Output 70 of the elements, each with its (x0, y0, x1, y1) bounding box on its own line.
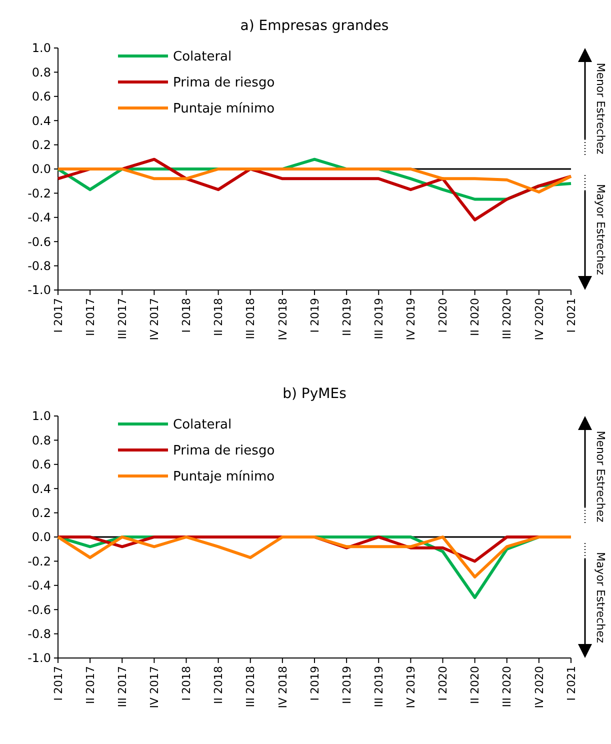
legend-label: Prima de riesgo (173, 444, 275, 459)
text: Mayor Estrechez (594, 552, 607, 644)
x-tick-label: II 2017 (84, 666, 97, 704)
x-tick-label: III 2019 (372, 298, 386, 340)
x-tick-label: II 2018 (212, 298, 226, 336)
y-tick-label: 0.4 (32, 482, 51, 496)
y-tick-label: -0.2 (28, 554, 51, 568)
y-tick-label: 0.2 (32, 138, 51, 152)
y-tick-label: 0.8 (32, 65, 51, 80)
x-tick-label: I 2019 (308, 298, 322, 333)
x-tick-label: IV 2018 (276, 666, 290, 708)
x-tick-label: I 2017 (52, 298, 65, 333)
legend-label: Puntaje mínimo (173, 102, 275, 117)
x-tick-label: III 2018 (244, 666, 258, 708)
x-tick-label: III 2019 (372, 666, 386, 708)
x-tick-label: I 2018 (180, 298, 194, 333)
x-tick-label: I 2020 (436, 666, 450, 701)
y-tick-label: -0.6 (28, 602, 51, 617)
x-tick-label: III 2020 (500, 666, 514, 708)
x-tick-label: III 2017 (116, 666, 129, 708)
x-tick-label: II 2018 (212, 666, 226, 704)
y-tick-label: -1.0 (28, 283, 51, 298)
x-tick-label: IV 2020 (532, 666, 546, 708)
y-tick-label: -0.6 (28, 234, 51, 249)
y-tick-label: -1.0 (28, 651, 51, 666)
x-tick-label: IV 2020 (532, 298, 546, 340)
y-tick-label: -0.4 (28, 210, 51, 225)
x-tick-label: II 2017 (84, 298, 97, 336)
x-tick-label: II 2020 (468, 666, 482, 704)
x-tick-label: IV 2017 (148, 298, 162, 340)
x-tick-label: IV 2017 (148, 666, 162, 708)
x-tick-label: I 2021 (564, 666, 578, 701)
x-tick-label: I 2019 (308, 666, 322, 701)
x-tick-label: I 2017 (52, 666, 65, 701)
chart-title: b) PyMEs (282, 386, 346, 402)
y-tick-label: 0.2 (32, 506, 51, 520)
x-tick-label: IV 2018 (276, 298, 290, 340)
y-tick-label: -0.8 (28, 627, 51, 641)
y-tick-label: 0.0 (32, 162, 51, 176)
x-tick-label: II 2020 (468, 298, 482, 336)
x-tick-label: III 2018 (244, 298, 258, 340)
x-tick-label: I 2020 (436, 298, 450, 333)
y-tick-label: 0.8 (32, 433, 51, 448)
x-tick-label: IV 2019 (404, 298, 418, 340)
legend-label: Puntaje mínimo (173, 470, 275, 485)
y-tick-label: -0.2 (28, 186, 51, 200)
line-series (56, 168, 572, 194)
x-tick-label: IV 2019 (404, 666, 418, 708)
x-tick-label: III 2017 (116, 298, 129, 340)
x-tick-label: II 2019 (340, 666, 354, 704)
legend-label: Colateral (173, 50, 232, 65)
chart-title: a) Empresas grandes (240, 18, 389, 34)
y-tick-label: 0.6 (32, 458, 51, 472)
y-tick-label: 0.0 (32, 530, 51, 544)
y-tick-label: 1.0 (32, 409, 51, 424)
legend-label: Colateral (173, 418, 232, 433)
text: Mayor Estrechez (594, 184, 607, 276)
x-tick-label: II 2019 (340, 298, 354, 336)
y-tick-label: 0.4 (32, 114, 51, 128)
y-tick-label: 0.6 (32, 90, 51, 104)
y-tick-label: -0.8 (28, 259, 51, 273)
line-series (56, 536, 572, 578)
y-tick-label: -0.4 (28, 578, 51, 593)
text: Menor Estrechez (594, 62, 607, 155)
legend-label: Prima de riesgo (173, 76, 275, 91)
y-tick-label: 1.0 (32, 41, 51, 56)
x-tick-label: III 2020 (500, 298, 514, 340)
x-tick-label: I 2021 (564, 298, 578, 333)
text: Menor Estrechez (594, 430, 607, 523)
x-tick-label: I 2018 (180, 666, 194, 701)
